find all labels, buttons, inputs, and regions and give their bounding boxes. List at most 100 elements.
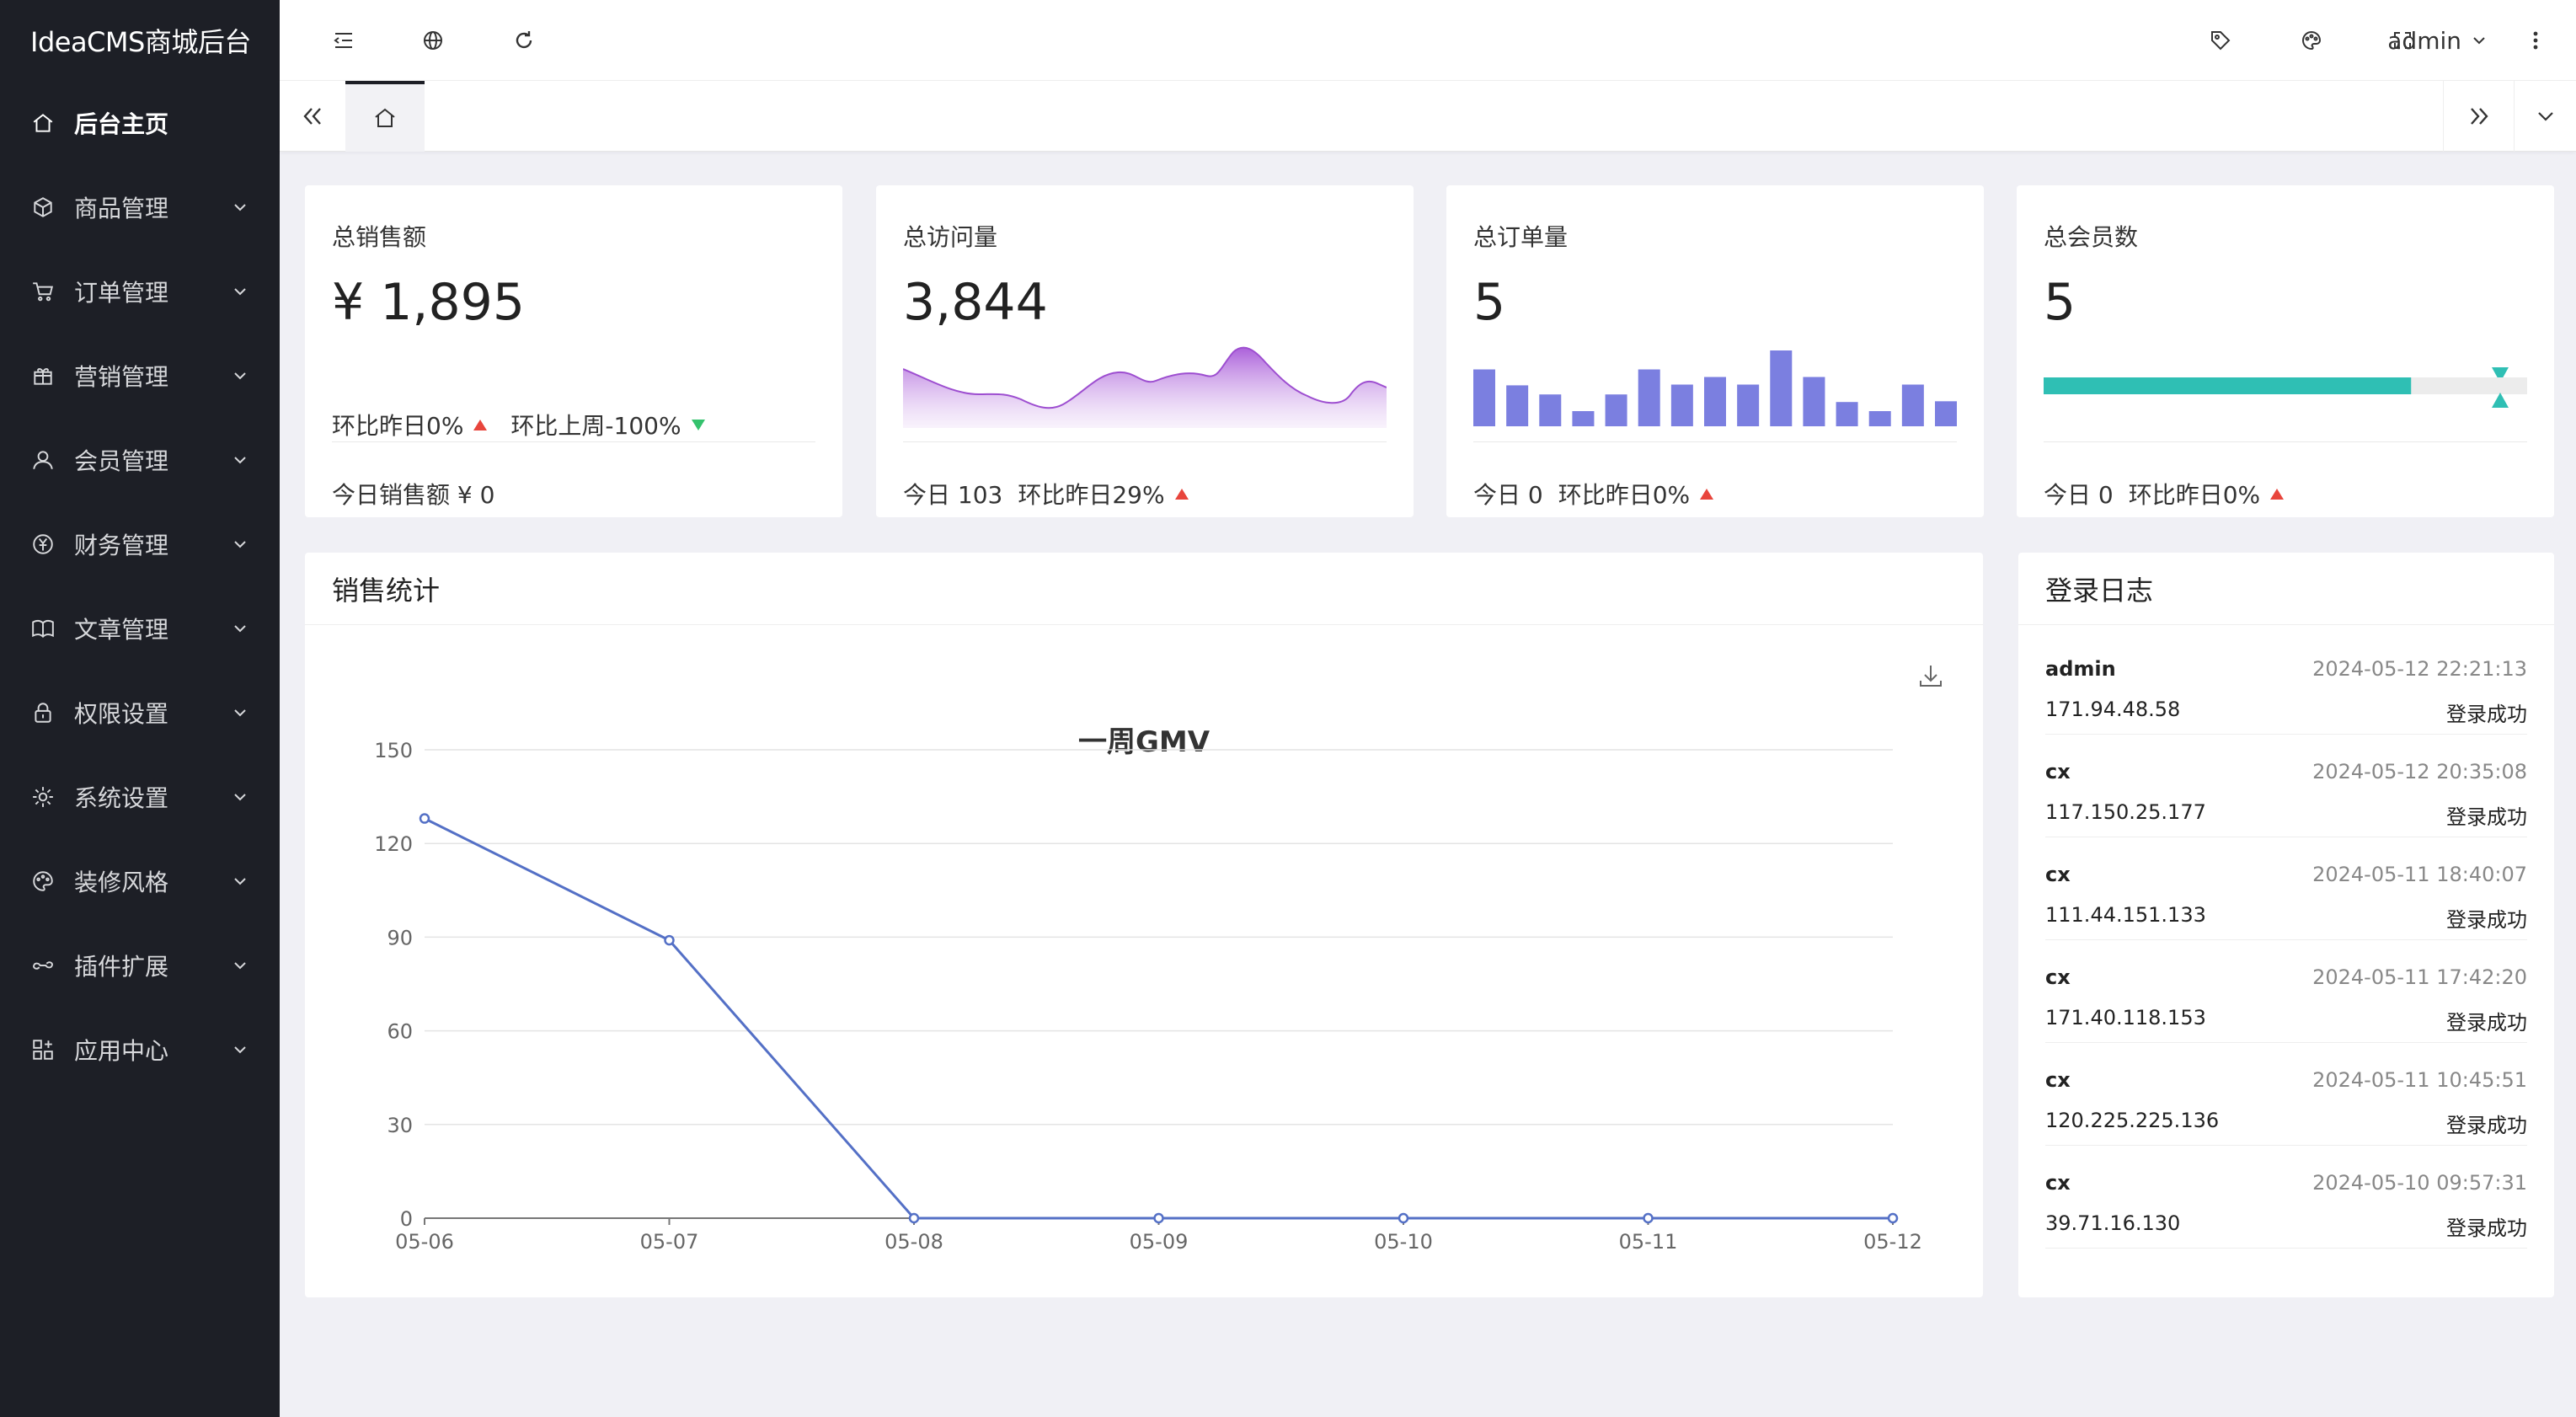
data-point — [664, 934, 675, 946]
order-bar — [1572, 411, 1595, 426]
chevron-down-icon — [231, 956, 249, 975]
x-tick-label: 05-09 — [1130, 1230, 1189, 1254]
yen-icon — [30, 532, 56, 557]
sidebar-item[interactable]: 财务管理 — [0, 502, 280, 586]
orders-bar-sparkline — [1473, 342, 1957, 428]
divider — [332, 441, 815, 442]
login-log-list: admin 2024-05-12 22:21:13 171.94.48.58 登录成功… — [2018, 625, 2554, 1249]
user-icon — [30, 447, 56, 473]
sidebar-item-label: 装修风格 — [74, 869, 169, 896]
log-ip: 111.44.151.133 — [2045, 903, 2206, 927]
home-icon — [30, 110, 56, 136]
menu-collapse-icon[interactable] — [323, 20, 364, 61]
fullscreen-icon[interactable] — [2382, 20, 2423, 61]
order-bar — [1737, 384, 1760, 426]
x-tick-label: 05-12 — [1863, 1230, 1922, 1254]
sidebar-item[interactable]: 后台主页 — [0, 81, 280, 165]
chart-title: 一周GMV — [1078, 725, 1211, 759]
log-status: 登录成功 — [2446, 703, 2527, 726]
stat-title: 总会员数 — [2044, 223, 2139, 251]
compare-day: 环比昨日29% — [1018, 481, 1165, 509]
data-point — [908, 1212, 920, 1224]
login-log-panel: 登录日志 admin 2024-05-12 22:21:13 171.94.48.5… — [2018, 553, 2554, 1297]
stat-card-visits: 总访问量 3,844 今日 103 环比昨日29% — [876, 185, 1414, 517]
sidebar-item[interactable]: 会员管理 — [0, 418, 280, 502]
globe-icon[interactable] — [413, 20, 453, 61]
more-vertical-icon[interactable] — [2519, 20, 2552, 61]
download-icon[interactable] — [1914, 659, 1948, 692]
log-user: cx — [2045, 965, 2071, 989]
cart-icon — [30, 279, 56, 304]
log-user: cx — [2045, 1171, 2071, 1195]
log-ip: 120.225.225.136 — [2045, 1109, 2220, 1132]
data-point — [1153, 1212, 1164, 1224]
chevron-down-icon — [231, 788, 249, 806]
compare-day: 环比昨日0% — [2128, 481, 2261, 509]
divider — [1473, 441, 1957, 442]
y-tick-label: 90 — [387, 926, 413, 949]
stat-value: 5 — [1473, 273, 1506, 332]
tab-home[interactable] — [345, 81, 425, 152]
sidebar-item[interactable]: 商品管理 — [0, 165, 280, 249]
tabs-dropdown-icon[interactable] — [2514, 81, 2576, 152]
stat-footer: 今日 103 环比昨日29% — [903, 477, 1189, 511]
sidebar-item-label: 商品管理 — [74, 195, 169, 222]
tabs-scroll-left-icon[interactable] — [280, 81, 345, 152]
stat-value: ¥ 1,895 — [332, 273, 526, 332]
home-tab-icon — [375, 108, 395, 127]
sidebar-item-label: 会员管理 — [74, 447, 169, 475]
sidebar-item[interactable]: 装修风格 — [0, 839, 280, 923]
sidebar-item-label: 文章管理 — [74, 616, 169, 644]
log-time: 2024-05-11 17:42:20 — [2312, 965, 2527, 989]
log-time: 2024-05-12 20:35:08 — [2312, 760, 2527, 783]
today-count: 今日 0 — [1473, 481, 1543, 509]
order-bar — [1539, 394, 1562, 426]
log-time: 2024-05-11 10:45:51 — [2312, 1068, 2527, 1092]
panel-title: 登录日志 — [2018, 553, 2554, 625]
tag-icon[interactable] — [2200, 20, 2241, 61]
stat-title: 总订单量 — [1473, 223, 1569, 251]
order-bar — [1605, 394, 1627, 426]
x-tick-label: 05-11 — [1619, 1230, 1678, 1254]
sidebar-item[interactable]: 系统设置 — [0, 755, 280, 839]
divider — [2044, 441, 2527, 442]
log-ip: 171.94.48.58 — [2045, 698, 2181, 721]
sidebar-item[interactable]: 应用中心 — [0, 1008, 280, 1092]
today-count: 今日 103 — [903, 481, 1003, 509]
log-status: 登录成功 — [2446, 1216, 2527, 1240]
app-logo[interactable]: IdeaCMS商城后台 — [30, 26, 251, 58]
tabs-scroll-right-icon[interactable] — [2443, 81, 2514, 152]
theme-palette-icon[interactable] — [2291, 20, 2332, 61]
stat-footer: 今日 0 环比昨日0% — [2044, 477, 2285, 511]
x-tick-label: 05-10 — [1374, 1230, 1433, 1254]
log-ip: 171.40.118.153 — [2045, 1006, 2206, 1029]
top-header: admin — [280, 0, 2576, 81]
log-time: 2024-05-12 22:21:13 — [2312, 657, 2527, 681]
data-point — [1887, 1212, 1899, 1224]
user-menu[interactable]: admin — [2387, 20, 2488, 61]
compare-day: 环比昨日0% — [1558, 481, 1691, 509]
sidebar-item[interactable]: 插件扩展 — [0, 923, 280, 1008]
chevron-down-icon — [231, 703, 249, 722]
gear-icon — [30, 784, 56, 810]
cube-icon — [30, 195, 56, 220]
order-bar — [1803, 377, 1825, 426]
order-bar — [1770, 350, 1793, 426]
trend-down-icon — [691, 419, 705, 430]
sidebar-item[interactable]: 营销管理 — [0, 334, 280, 418]
log-status: 登录成功 — [2446, 908, 2527, 932]
chevron-down-icon — [231, 282, 249, 301]
sidebar-item[interactable]: 权限设置 — [0, 671, 280, 755]
sidebar-item-label: 后台主页 — [74, 110, 169, 138]
x-tick-label: 05-08 — [884, 1230, 943, 1254]
stat-value: 5 — [2044, 273, 2076, 332]
stat-card-orders: 总订单量 5 今日 0 环比昨日0% — [1446, 185, 1984, 517]
refresh-icon[interactable] — [504, 20, 544, 61]
sidebar-item[interactable]: 文章管理 — [0, 586, 280, 671]
link-icon — [30, 953, 56, 978]
log-time: 2024-05-11 18:40:07 — [2312, 863, 2527, 886]
stat-title: 总销售额 — [332, 223, 427, 251]
order-bar — [1935, 401, 1957, 426]
progress-fill — [2044, 377, 2412, 394]
sidebar-item[interactable]: 订单管理 — [0, 249, 280, 334]
